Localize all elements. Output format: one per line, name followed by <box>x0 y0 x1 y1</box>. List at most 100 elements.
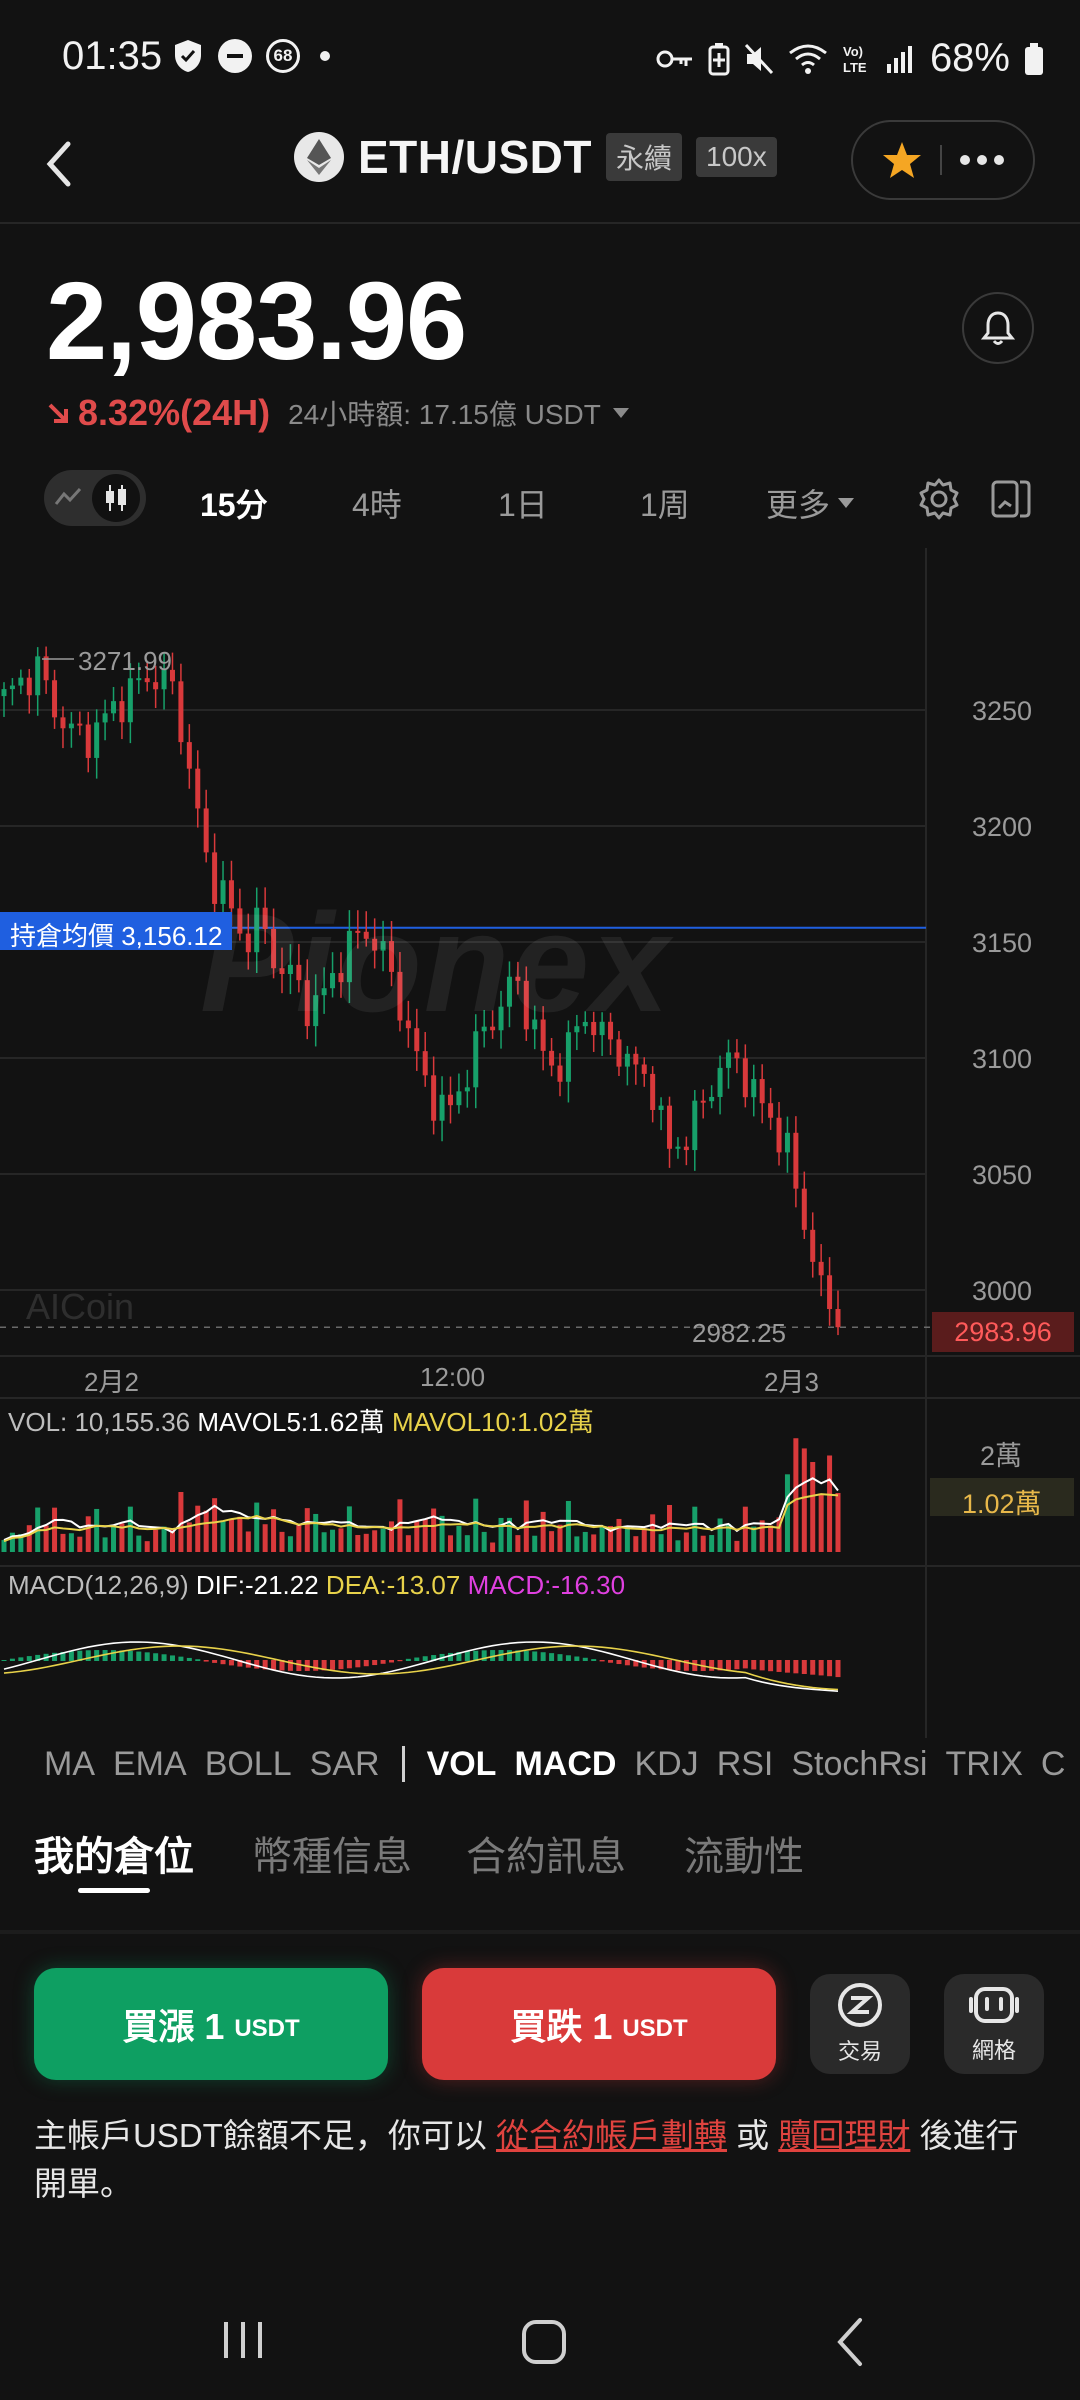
candle-body <box>641 1064 647 1074</box>
ind-tab-boll[interactable]: BOLL <box>204 1744 292 1783</box>
badge-68-icon: 68 <box>266 39 300 73</box>
candle-body <box>784 1132 790 1153</box>
macd-bar <box>725 1660 731 1670</box>
candle-body <box>346 930 352 983</box>
macd-bar <box>313 1660 319 1671</box>
ind-tab-stochrsi[interactable]: StochRsi <box>791 1744 928 1783</box>
volume-bar <box>94 1508 100 1552</box>
ind-tab-vol[interactable]: VOL <box>426 1744 497 1783</box>
svg-text:Vo): Vo) <box>843 44 863 59</box>
grid-button[interactable]: 網格 <box>944 1974 1044 2074</box>
candle-body <box>532 1019 538 1030</box>
volume-24h[interactable]: 24小時額: 17.15億 USDT <box>288 399 601 430</box>
ind-tab-kdj[interactable]: KDJ <box>634 1744 699 1783</box>
tf-1w[interactable]: 1周 <box>640 487 690 523</box>
ind-tab-c[interactable]: C <box>1040 1744 1066 1783</box>
volume-bar <box>422 1518 428 1552</box>
macd-bar <box>422 1656 428 1661</box>
bell-icon <box>981 311 1015 345</box>
recent-apps-icon[interactable] <box>220 2318 266 2362</box>
macd-bar <box>835 1660 841 1678</box>
volume-bar <box>532 1535 538 1552</box>
macd-bar <box>380 1660 386 1664</box>
buy-long-button[interactable]: 買漲 1 USDT <box>34 1968 388 2080</box>
transfer-link[interactable]: 從合約帳戶劃轉 <box>496 2117 727 2154</box>
volume-bar <box>759 1520 765 1552</box>
chart-area[interactable]: Pionex AICoin 3271.99 持倉均價 3,156.12 2982… <box>0 548 1080 1738</box>
tf-4h[interactable]: 4時 <box>352 487 402 523</box>
macd-bar <box>768 1660 774 1672</box>
macd-bar <box>565 1655 571 1661</box>
candle-body <box>759 1079 765 1104</box>
ind-tab-ma[interactable]: MA <box>44 1744 95 1783</box>
candle-body <box>734 1052 740 1059</box>
volume-bar <box>464 1535 470 1552</box>
volume-bar <box>355 1535 361 1552</box>
layout-switch-icon[interactable] <box>990 476 1032 520</box>
ind-tab-rsi[interactable]: RSI <box>716 1744 774 1783</box>
pill-divider <box>939 145 942 175</box>
candle-body <box>574 1026 580 1033</box>
x-tick-feb3: 2月3 <box>764 1367 819 1397</box>
volume-bar <box>751 1526 757 1552</box>
candle-body <box>540 1019 546 1051</box>
volume-bar <box>169 1528 175 1552</box>
macd-bar <box>262 1660 268 1670</box>
macd-bar <box>271 1660 277 1671</box>
tab-contract-info[interactable]: 合約訊息 <box>466 1835 626 1879</box>
candle-body <box>599 1021 605 1036</box>
candle-body <box>776 1117 782 1153</box>
balance-notice: 主帳戶USDT餘額不足，你可以 從合約帳戶劃轉 或 贖回理財 後進行開單。 <box>34 2112 1044 2208</box>
tab-liquidity[interactable]: 流動性 <box>684 1835 804 1879</box>
volume-bar <box>313 1513 319 1552</box>
volume-bar <box>498 1517 504 1552</box>
more-dots-icon[interactable] <box>959 154 1005 166</box>
macd-bar <box>26 1656 32 1661</box>
macd-legend: MACD(12,26,9) DIF:-21.22 DEA:-13.07 MACD… <box>8 1570 625 1601</box>
volume-bar <box>793 1438 799 1552</box>
home-icon[interactable] <box>520 2318 568 2366</box>
chart-type-toggle[interactable] <box>44 470 146 526</box>
candle-body <box>827 1275 833 1310</box>
tf-1d[interactable]: 1日 <box>498 487 548 523</box>
avg-position-label[interactable]: 持倉均價 3,156.12 <box>0 912 233 951</box>
volume-bar <box>742 1506 748 1552</box>
y-tick-3150: 3150 <box>972 928 1033 958</box>
macd-bar <box>111 1650 117 1661</box>
candle-body <box>658 1105 664 1110</box>
pair-selector[interactable]: ETH/USDT 永續 100x <box>294 130 777 184</box>
volume-bar <box>549 1531 555 1552</box>
candle-body <box>725 1052 731 1068</box>
settings-gear-icon[interactable] <box>916 476 962 522</box>
ind-tab-sar[interactable]: SAR <box>309 1744 380 1783</box>
ind-tab-macd[interactable]: MACD <box>514 1744 617 1783</box>
macd-bar <box>650 1660 656 1669</box>
ind-tab-trix[interactable]: TRIX <box>945 1744 1023 1783</box>
volume-bar <box>574 1536 580 1552</box>
volume-caret-icon[interactable] <box>612 408 629 418</box>
trade-label: 交易 <box>837 2039 882 2064</box>
nav-back-icon[interactable] <box>830 2316 870 2368</box>
macd-bar <box>397 1660 403 1662</box>
macd-bar <box>195 1659 201 1661</box>
tab-coin-info[interactable]: 幣種信息 <box>252 1835 412 1879</box>
tf-15m[interactable]: 15分 <box>200 487 268 523</box>
price-alert-button[interactable] <box>962 292 1034 364</box>
sell-short-button[interactable]: 買跌 1 USDT <box>422 1968 776 2080</box>
trade-button[interactable]: 交易 <box>810 1974 910 2074</box>
redeem-link[interactable]: 贖回理財 <box>778 2117 911 2154</box>
macd-bar <box>254 1660 260 1669</box>
price-chart[interactable] <box>0 548 1080 1738</box>
star-icon[interactable] <box>881 140 923 180</box>
leverage-tag: 100x <box>696 137 777 177</box>
macd-bar <box>389 1660 395 1663</box>
ind-tab-ema[interactable]: EMA <box>113 1744 187 1783</box>
tab-my-positions[interactable]: 我的倉位 <box>34 1835 194 1879</box>
candle-body <box>490 1026 496 1031</box>
candle-body <box>422 1051 428 1076</box>
volume-bar <box>271 1509 277 1552</box>
volume-bar <box>582 1531 588 1552</box>
back-arrow-icon[interactable] <box>38 134 78 194</box>
macd-bar <box>599 1660 605 1662</box>
tf-more-dropdown[interactable]: 更多 <box>766 480 855 526</box>
